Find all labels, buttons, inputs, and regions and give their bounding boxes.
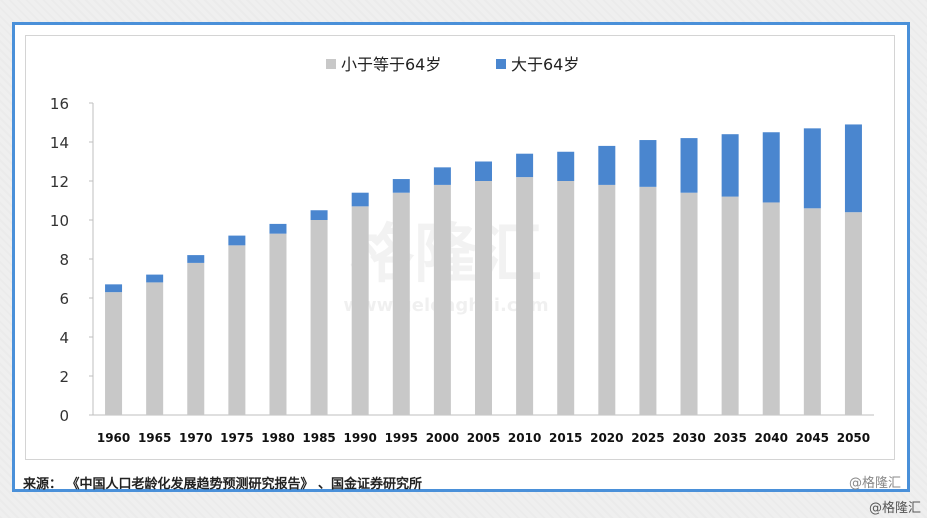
bar-over-64-2040 (762, 132, 780, 203)
bar-under-65-1965 (146, 282, 164, 415)
bar-under-65-1970 (187, 262, 205, 415)
x-tick-label: 2045 (796, 431, 829, 445)
source-note: 来源： 《中国人口老龄化发展趋势预测研究报告》 、国金证券研究所 (23, 477, 423, 492)
bar-over-64-2020 (598, 145, 616, 185)
bar-over-64-1980 (269, 223, 287, 234)
x-tick-label: 2040 (755, 431, 788, 445)
bar-over-64-1970 (187, 255, 205, 263)
bar-under-65-2025 (639, 186, 657, 415)
bar-over-64-2025 (639, 140, 657, 187)
bar-over-64-1995 (392, 179, 410, 193)
bar-under-65-1985 (310, 220, 328, 415)
y-tick-label: 0 (59, 407, 69, 425)
legend-item: 大于64岁 (496, 55, 579, 74)
bar-over-64-2000 (433, 167, 451, 185)
y-tick-label: 2 (59, 368, 69, 386)
bar-over-64-2035 (721, 134, 739, 197)
legend-swatch (326, 59, 336, 69)
credit-inner: @格隆汇 (848, 476, 901, 491)
x-tick-label: 1965 (138, 431, 171, 445)
bar-under-65-2050 (844, 212, 862, 415)
x-tick-label: 1975 (220, 431, 253, 445)
legend: 小于等于64岁 大于64岁 (326, 55, 579, 74)
bar-over-64-1985 (310, 210, 328, 220)
x-tick-label: 2020 (590, 431, 623, 445)
bar-over-64-2015 (557, 151, 575, 181)
y-tick-label: 6 (59, 290, 69, 308)
bar-over-64-2030 (680, 138, 698, 193)
y-tick-label: 8 (59, 251, 69, 269)
bar-under-65-1975 (228, 245, 246, 415)
y-tick-label: 14 (50, 134, 69, 152)
bar-under-65-2005 (475, 181, 492, 415)
x-tick-label: 2035 (713, 431, 746, 445)
bar-over-64-1975 (228, 235, 246, 246)
x-tick-label: 2025 (631, 431, 664, 445)
x-tick-label: 2050 (837, 431, 870, 445)
y-tick-label: 12 (50, 173, 69, 191)
bars (105, 124, 862, 415)
x-tick-label: 2010 (508, 431, 541, 445)
bar-under-65-1980 (269, 233, 287, 415)
bar-under-65-2000 (433, 184, 451, 415)
x-tick-label: 2005 (467, 431, 500, 445)
bar-over-64-2005 (475, 161, 492, 181)
credit-outer: @格隆汇 (868, 501, 921, 516)
bar-under-65-2035 (721, 196, 739, 415)
bar-under-65-2010 (516, 177, 534, 415)
bar-over-64-2010 (516, 153, 534, 178)
legend-label: 大于64岁 (511, 55, 579, 74)
bar-over-64-1990 (351, 192, 369, 207)
x-tick-label: 2030 (672, 431, 705, 445)
legend-swatch (496, 59, 506, 69)
x-tick-label: 1980 (261, 431, 294, 445)
x-tick-label: 1970 (179, 431, 212, 445)
bar-under-65-1995 (392, 192, 410, 415)
x-tick-label: 1995 (385, 431, 418, 445)
y-tick-label: 16 (50, 95, 69, 113)
x-tick-label: 1985 (302, 431, 335, 445)
x-tick-label: 2015 (549, 431, 582, 445)
bar-over-64-2045 (803, 128, 821, 209)
x-tick-label: 1960 (97, 431, 130, 445)
bar-under-65-1960 (105, 292, 123, 415)
x-tick-label: 2000 (426, 431, 459, 445)
y-tick-label: 4 (59, 329, 69, 347)
y-tick-label: 10 (50, 212, 69, 230)
bar-over-64-1965 (146, 274, 164, 283)
axes: 0 2 4 6 8 10 12 14 16 1960 1965 1970 1975 1980 1985 199… (50, 95, 874, 445)
bar-under-65-2015 (557, 181, 575, 415)
bar-over-64-2050 (844, 124, 862, 213)
bar-under-65-1990 (351, 206, 369, 415)
bar-under-65-2045 (803, 208, 821, 415)
bar-under-65-2040 (762, 202, 780, 415)
x-tick-label: 1990 (343, 431, 376, 445)
bar-under-65-2030 (680, 192, 698, 415)
bar-under-65-2020 (598, 184, 616, 415)
legend-label: 小于等于64岁 (341, 55, 441, 74)
bar-over-64-1960 (105, 284, 123, 293)
legend-item: 小于等于64岁 (326, 55, 441, 74)
